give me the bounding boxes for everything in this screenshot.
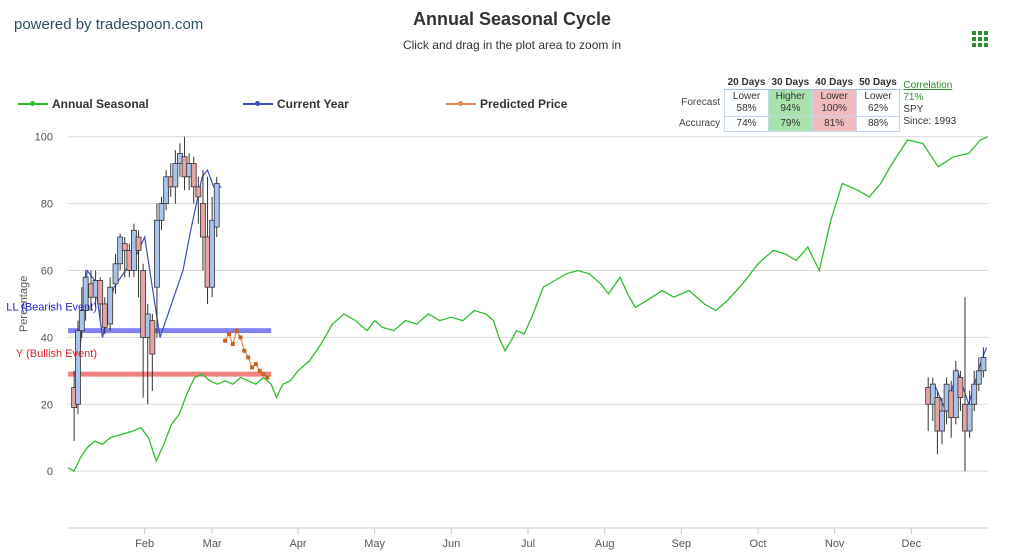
plot-area (67, 136, 989, 473)
predicted-point (242, 348, 247, 353)
since-label: Since: 1993 (903, 115, 957, 127)
legend-item-annual[interactable]: Annual Seasonal (18, 95, 149, 113)
x-tick-label: Apr (289, 538, 306, 550)
legend-item-current[interactable]: Current Year (243, 95, 349, 113)
buy-band-label: Y (Bullish Event) (16, 348, 97, 360)
candle-body (154, 219, 160, 288)
candle-body (200, 203, 206, 238)
predicted-point (253, 362, 258, 367)
annual-seasonal-line (67, 136, 989, 473)
candle-body (101, 303, 108, 328)
candle-body (135, 236, 142, 251)
y-tick-label: 0 (47, 466, 53, 478)
candle-recent-body (929, 383, 936, 405)
candle-body (112, 263, 119, 285)
accuracy-row-label: Accuracy (679, 118, 721, 129)
forecast-cell-30d: Higher 94% (767, 89, 813, 117)
correlation-value: 71% (903, 91, 924, 103)
accuracy-cell-50d: 88% (855, 116, 901, 132)
symbol-label: SPY (903, 103, 924, 115)
legend-label-current: Current Year (277, 97, 349, 111)
correlation-link[interactable]: Correlation (903, 79, 953, 91)
forecast-table: 20 Days 30 Days 40 Days 50 Days Correlat… (676, 76, 959, 132)
predicted-point (234, 328, 239, 333)
candle-recent-body (975, 370, 982, 385)
grid-menu-icon[interactable] (972, 31, 988, 47)
candle-body (195, 186, 202, 198)
x-tick-label: Mar (203, 538, 222, 550)
candle-body (97, 280, 104, 305)
chart-title: Annual Seasonal Cycle (412, 9, 612, 29)
y-tick-label: 100 (35, 132, 53, 144)
y-tick-label: 80 (41, 199, 53, 211)
candle-recent-body (980, 357, 987, 372)
predicted-point (227, 332, 231, 337)
legend-label-predicted: Predicted Price (480, 97, 568, 111)
brand-label: powered by tradespoon.com (14, 16, 204, 33)
accuracy-cell-40d: 81% (811, 116, 857, 132)
candle-body (163, 176, 170, 204)
predicted-point (261, 372, 266, 377)
candle-body (78, 310, 85, 332)
predicted-point (238, 335, 243, 340)
y-tick-label: 60 (41, 265, 53, 277)
chart-subtitle: Click and drag in the plot area to zoom … (402, 38, 622, 52)
legend-label-annual: Annual Seasonal (52, 97, 149, 111)
x-tick-label: May (364, 538, 385, 550)
candle-body (140, 270, 147, 338)
x-tick-label: Jun (442, 538, 460, 550)
candle-body (121, 243, 128, 251)
x-tick-label: Jul (521, 538, 535, 550)
x-tick-label: Sep (672, 538, 692, 550)
candle-recent-body (966, 403, 973, 432)
accuracy-cell-30d: 79% (767, 116, 813, 132)
x-tick-label: Nov (825, 538, 845, 550)
predicted-point (230, 342, 235, 347)
accuracy-cell-20d: 74% (724, 116, 769, 132)
y-axis-title: Percentage (18, 276, 30, 332)
candle-recent-body (971, 383, 978, 405)
candle-recent-body (957, 377, 964, 398)
forecast-cell-40d: Lower 100% (811, 89, 857, 117)
predicted-point (250, 365, 254, 370)
candle-body (209, 219, 216, 288)
y-tick-label: 20 (41, 399, 53, 411)
candle-body (75, 330, 81, 405)
legend-item-predicted[interactable]: Predicted Price (446, 95, 567, 113)
predicted-point (265, 375, 270, 380)
y-tick-label: 40 (41, 332, 53, 344)
forecast-row-label: Forecast (681, 97, 721, 108)
x-tick-label: Dec (902, 538, 922, 550)
predicted-point (257, 368, 262, 373)
candle-body (172, 163, 179, 188)
candle-body (149, 320, 156, 355)
x-tick-label: Oct (749, 538, 766, 550)
candle-body (213, 183, 220, 228)
predicted-point (223, 338, 228, 343)
predicted-point (246, 355, 251, 360)
candle-body (190, 163, 197, 188)
candle-recent-body (939, 410, 945, 432)
candle-body (158, 203, 165, 221)
forecast-cell-20d: Lower 58% (724, 89, 769, 117)
x-tick-label: Aug (595, 538, 615, 550)
candle-body (107, 286, 114, 325)
sell-band-label: LL (Bearish Event) (6, 302, 97, 314)
x-tick-label: Feb (135, 538, 154, 550)
